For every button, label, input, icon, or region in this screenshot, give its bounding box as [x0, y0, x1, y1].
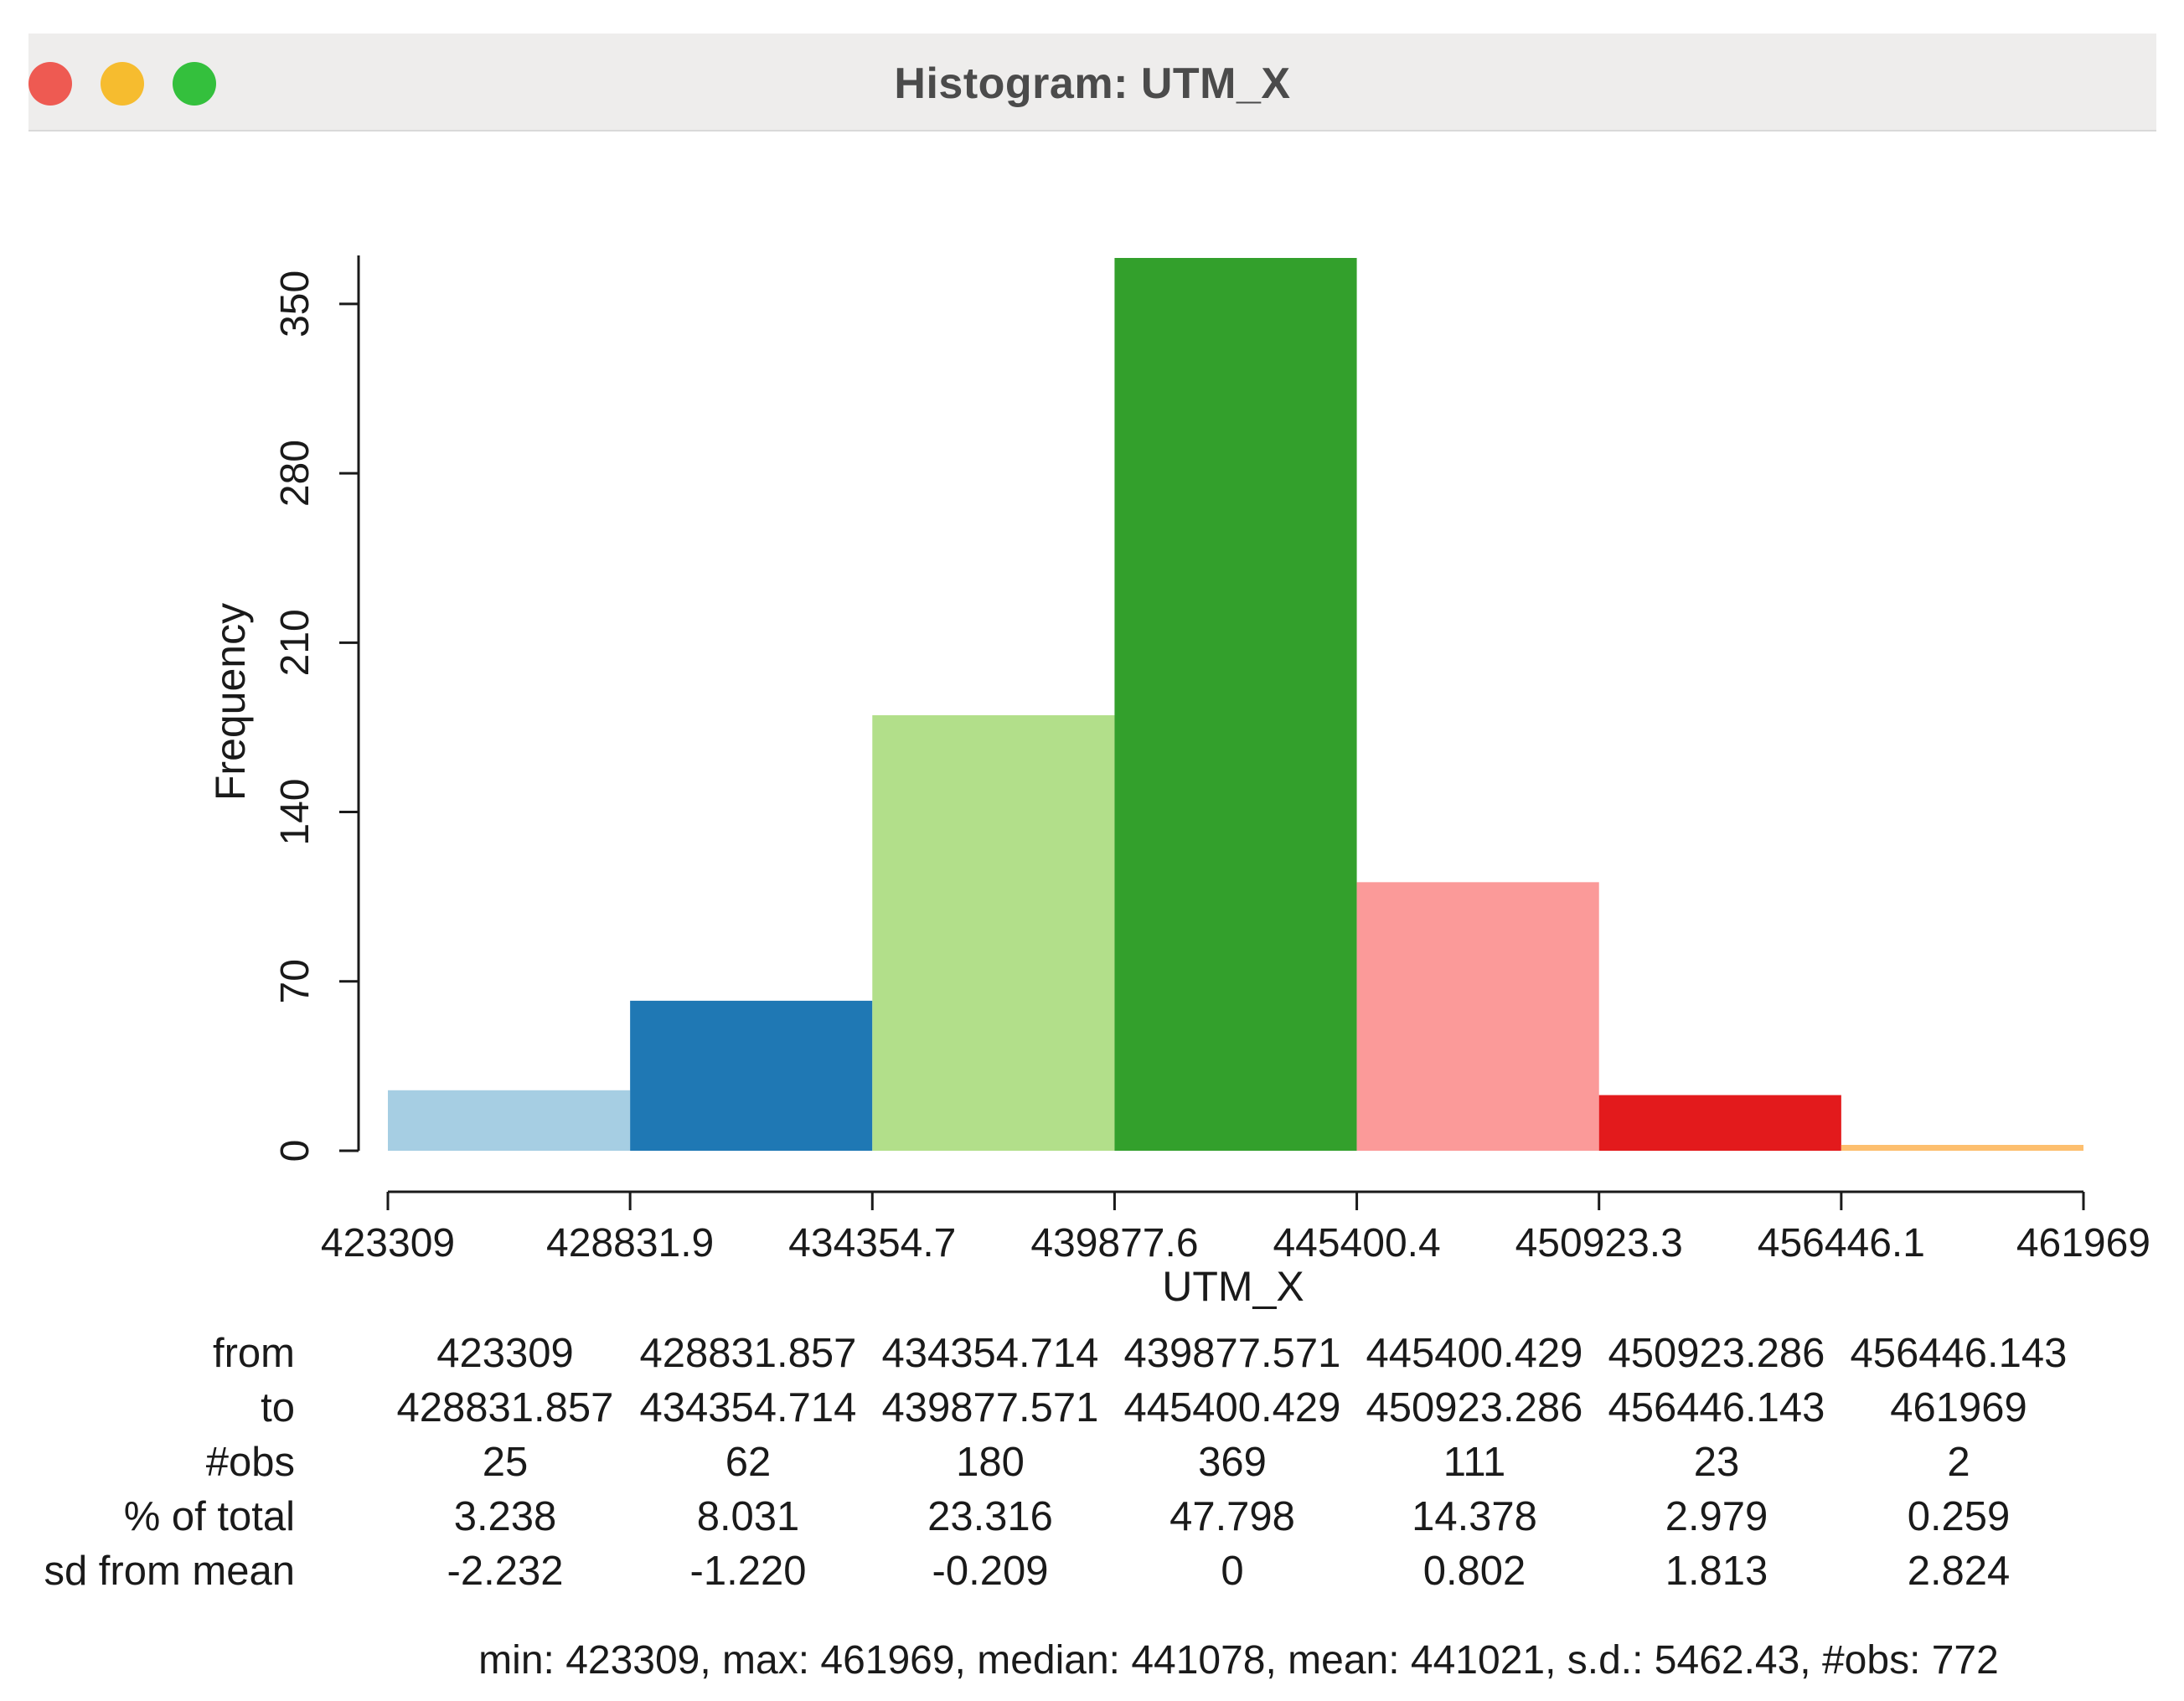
x-tick-label: 423309: [321, 1221, 455, 1265]
x-axis-label: UTM_X: [1162, 1263, 1304, 1310]
histogram-bar: [1356, 882, 1599, 1151]
stats-cell: -0.209: [932, 1549, 1049, 1594]
y-axis-label: Frequency: [207, 603, 254, 801]
stats-cell: 428831.857: [639, 1331, 857, 1376]
summary-statistics: min: 423309, max: 461969, median: 441078…: [478, 1638, 1999, 1683]
stats-cell: 461969: [1890, 1385, 2027, 1430]
stats-cell: 2.824: [1907, 1549, 2011, 1594]
stats-cell: 450923.286: [1608, 1331, 1825, 1376]
stats-cell: 423309: [436, 1331, 574, 1376]
stats-cell: 23.316: [927, 1494, 1053, 1539]
stats-cell: 25: [482, 1440, 529, 1485]
stats-cell: 0: [1221, 1549, 1244, 1594]
x-tick-label: 439877.6: [1030, 1221, 1198, 1265]
y-tick-label: 350: [273, 271, 318, 338]
stats-row-label: % of total: [123, 1494, 295, 1539]
y-tick-label: 0: [273, 1140, 318, 1162]
stats-cell: 47.798: [1169, 1494, 1295, 1539]
stats-row: sd from mean -2.232 -1.220 -0.209 0 0.802 1.81…: [0, 1548, 2184, 1598]
stats-row-label: #obs: [205, 1440, 295, 1485]
stats-cell: 428831.857: [396, 1385, 614, 1430]
stats-cell: 0.802: [1422, 1549, 1526, 1594]
stats-cell: 445400.429: [1366, 1331, 1583, 1376]
histogram-bar: [1841, 1145, 2083, 1151]
x-tick-label: 450923.3: [1515, 1221, 1683, 1265]
stats-row-label: sd from mean: [44, 1549, 295, 1594]
stats-cell: 14.378: [1412, 1494, 1537, 1539]
y-tick-label: 140: [273, 779, 318, 846]
window-title: Histogram: UTM_X: [894, 59, 1291, 108]
y-tick-label: 280: [273, 440, 318, 507]
minimize-window-button[interactable]: [101, 62, 144, 106]
stats-cell: 3.238: [453, 1494, 557, 1539]
stats-cell: 445400.429: [1123, 1385, 1341, 1430]
stats-cell: 2.979: [1665, 1494, 1768, 1539]
stats-row-label: to: [261, 1385, 295, 1430]
stats-cell: -2.232: [447, 1549, 564, 1594]
stats-row: to 428831.857 434354.714 439877.571 445400.4…: [0, 1384, 2184, 1435]
stats-row-label: from: [213, 1331, 295, 1376]
stats-row: from 423309 428831.857 434354.714 439877.571…: [0, 1330, 2184, 1380]
histogram-bar: [630, 1000, 873, 1151]
stats-cell: 62: [725, 1440, 772, 1485]
stats-cell: 456446.143: [1608, 1385, 1825, 1430]
stats-cell: 434354.714: [639, 1385, 857, 1430]
stats-cell: 439877.571: [881, 1385, 1099, 1430]
stats-cell: 450923.286: [1366, 1385, 1583, 1430]
stats-cell: 439877.571: [1123, 1331, 1341, 1376]
x-tick-label: 434354.7: [788, 1221, 956, 1265]
y-tick-label: 210: [273, 609, 318, 676]
stats-row: #obs 25 62 180 369 111 23 2: [0, 1439, 2184, 1489]
window-titlebar: Histogram: UTM_X: [28, 34, 2156, 131]
stats-row: % of total 3.238 8.031 23.316 47.798 14.378 2.…: [0, 1493, 2184, 1544]
stats-cell: 434354.714: [881, 1331, 1099, 1376]
histogram-bar: [388, 1090, 631, 1151]
stats-cell: 23: [1693, 1440, 1740, 1485]
x-tick-label: 428831.9: [546, 1221, 714, 1265]
stats-cell: 456446.143: [1850, 1331, 2068, 1376]
histogram-bar: [1598, 1095, 1841, 1151]
histogram-chart: 0 70 140 210 280 350 Frequency 423309 428831.9 43…: [207, 255, 2150, 1310]
y-tick-label: 70: [273, 959, 318, 1003]
histogram-bar: [1114, 258, 1357, 1151]
stats-cell: 0.259: [1907, 1494, 2011, 1539]
x-tick-label: 461969: [2016, 1221, 2150, 1265]
histogram-bar: [872, 715, 1115, 1151]
stats-cell: 180: [956, 1440, 1025, 1485]
stats-cell: 8.031: [696, 1494, 800, 1539]
zoom-window-button[interactable]: [173, 62, 216, 106]
x-tick-label: 456446.1: [1758, 1221, 1925, 1265]
x-tick-label: 445400.4: [1273, 1221, 1440, 1265]
stats-cell: 369: [1198, 1440, 1267, 1485]
stats-cell: 2: [1947, 1440, 1970, 1485]
close-window-button[interactable]: [28, 62, 72, 106]
stats-cell: 1.813: [1665, 1549, 1768, 1594]
stats-cell: -1.220: [689, 1549, 807, 1594]
stats-cell: 111: [1443, 1440, 1506, 1485]
